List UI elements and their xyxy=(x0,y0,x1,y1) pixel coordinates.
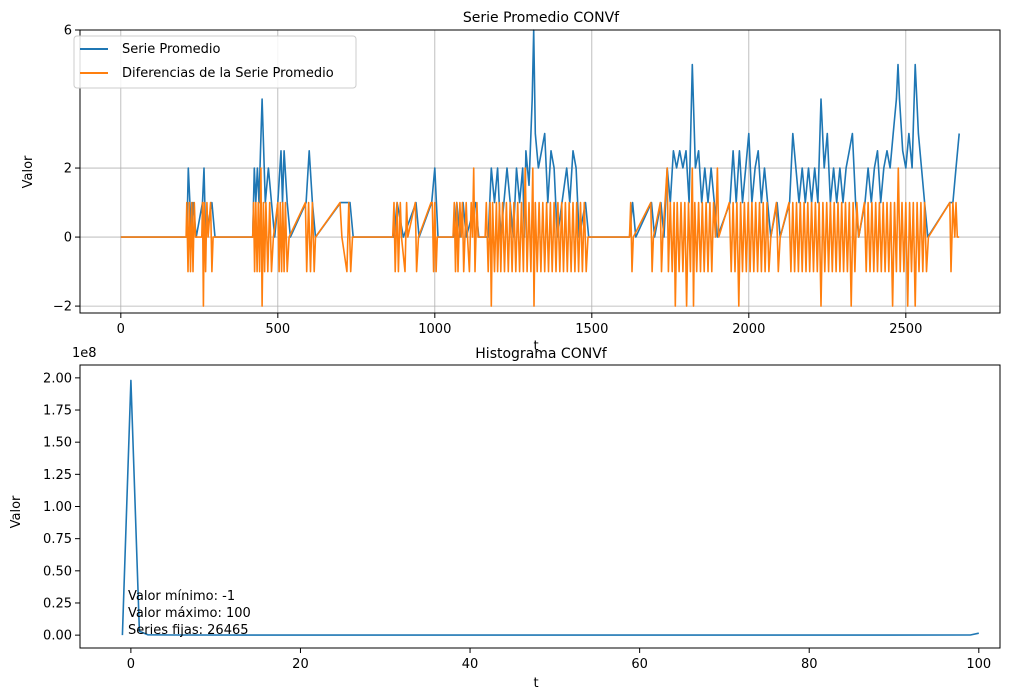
bottom-chart: Histograma CONVf 1e8 0 20 40 60 80 100 0.00 0.2… xyxy=(9,346,1001,691)
chart1-xtick-label-5: 100 xyxy=(966,657,991,672)
bottom-plot-area: 0 20 40 60 80 100 0.00 0.25 0.50 0.75 1.00 1.25 1.50… xyxy=(43,371,991,672)
chart0-xtick-label-3: 1500 xyxy=(575,322,608,337)
chart1-ytick-label-8: 2.00 xyxy=(43,371,72,386)
chart0-ytick-label-0: −2 xyxy=(53,300,72,315)
bottom-chart-ylabel: Valor xyxy=(9,495,24,528)
top-legend: Serie Promedio Diferencias de la Serie P… xyxy=(73,35,357,89)
chart1-ytick-label-6: 1.50 xyxy=(43,436,72,451)
chart0-xtick-label-0: 0 xyxy=(117,322,125,337)
chart0-xtick-label-1: 500 xyxy=(265,322,290,337)
chart1-ytick-label-2: 0.50 xyxy=(43,564,72,579)
annotation-max: Valor máximo: 100 xyxy=(128,606,251,621)
bottom-scale-label: 1e8 xyxy=(72,346,97,361)
top-chart-ylabel: Valor xyxy=(21,155,36,188)
chart1-xtick-label-2: 40 xyxy=(462,657,479,672)
annotation-fixed: Series fijas: 26465 xyxy=(128,623,249,638)
chart0-xtick-label-2: 1000 xyxy=(418,322,451,337)
chart1-xtick-label-1: 20 xyxy=(292,657,309,672)
legend-box xyxy=(73,35,357,89)
chart1-ytick-label-4: 1.00 xyxy=(43,500,72,515)
bottom-axes-frame xyxy=(79,364,1001,649)
chart1-ytick-label-0: 0.00 xyxy=(43,629,72,644)
top-plot-area: 0 500 1000 1500 2000 2500 −2 0 2 6 xyxy=(53,24,1000,337)
chart1-xtick-label-3: 60 xyxy=(631,657,648,672)
bottom-chart-title: Histograma CONVf xyxy=(475,346,607,362)
top-chart: Serie Promedio CONVf 0 500 1000 1500 2000 250… xyxy=(21,10,1001,354)
chart1-ytick-label-7: 1.75 xyxy=(43,404,72,419)
chart1-xtick-label-0: 0 xyxy=(127,657,135,672)
top-chart-title: Serie Promedio CONVf xyxy=(463,10,620,26)
chart1-ytick-label-1: 0.25 xyxy=(43,596,72,611)
chart1-ytick-label-3: 0.75 xyxy=(43,532,72,547)
chart1-ytick-label-5: 1.25 xyxy=(43,468,72,483)
chart0-xtick-label-4: 2000 xyxy=(732,322,765,337)
legend-label-serie-promedio: Serie Promedio xyxy=(122,42,220,57)
chart1-series-0-line xyxy=(121,379,979,636)
chart1-xtick-label-4: 80 xyxy=(801,657,818,672)
legend-label-diferencias: Diferencias de la Serie Promedio xyxy=(122,66,334,81)
top-axes-frame xyxy=(79,29,1001,314)
chart0-ytick-label-2: 2 xyxy=(64,162,72,177)
top-chart-xlabel: t xyxy=(533,339,538,354)
chart0-ytick-label-3: 6 xyxy=(64,24,72,39)
annotation-min: Valor mínimo: -1 xyxy=(128,589,235,604)
chart0-series-1-line xyxy=(120,167,960,307)
bottom-chart-xlabel: t xyxy=(533,676,538,691)
chart0-xtick-label-5: 2500 xyxy=(889,322,922,337)
chart0-ytick-label-1: 0 xyxy=(64,231,72,246)
